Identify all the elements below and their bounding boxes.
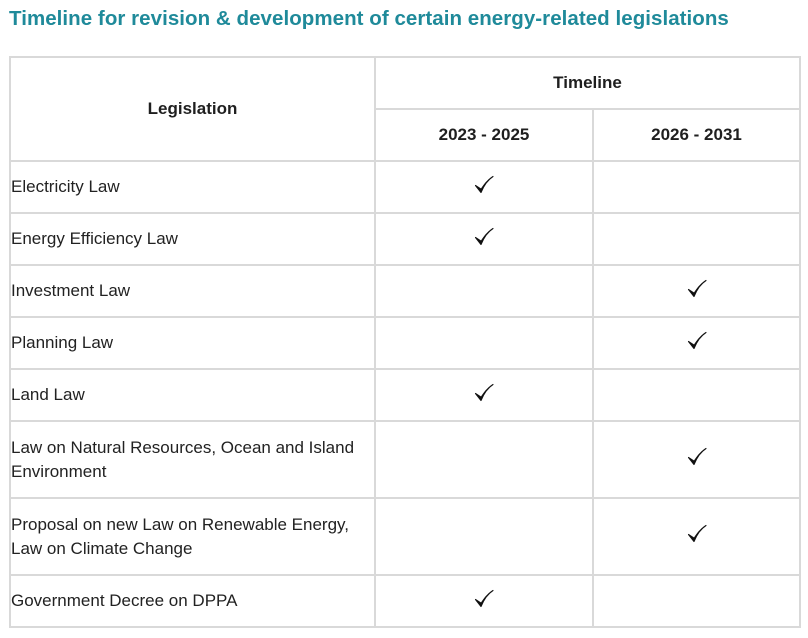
header-row-top: Legislation Timeline <box>9 56 801 162</box>
period-cell-2026-2031 <box>592 160 801 214</box>
legislation-timeline-table: Legislation Timeline 2023 - 2025 2026 - … <box>9 56 801 628</box>
period-cell-2023-2025 <box>374 497 594 576</box>
table-row: Investment Law <box>9 264 801 318</box>
checkmark-icon <box>686 330 708 352</box>
period-cell-2026-2031 <box>592 212 801 266</box>
timeline-header: Timeline <box>374 56 801 110</box>
checkmark-icon <box>686 523 708 545</box>
legislation-name: Electricity Law <box>9 160 376 214</box>
checkmark-icon <box>473 588 495 610</box>
period-cell-2026-2031 <box>592 574 801 628</box>
period-cell-2023-2025 <box>374 160 594 214</box>
period-cell-2026-2031 <box>592 420 801 499</box>
table-row: Electricity Law <box>9 160 801 214</box>
period-cell-2023-2025 <box>374 316 594 370</box>
table-row: Energy Efficiency Law <box>9 212 801 266</box>
period-cell-2026-2031 <box>592 264 801 318</box>
period-cell-2026-2031 <box>592 497 801 576</box>
legislation-name: Government Decree on DPPA <box>9 574 376 628</box>
checkmark-icon <box>686 278 708 300</box>
table-row: Land Law <box>9 368 801 422</box>
table-row: Proposal on new Law on Renewable Energy,… <box>9 497 801 576</box>
legislation-name: Energy Efficiency Law <box>9 212 376 266</box>
checkmark-icon <box>473 174 495 196</box>
period-header-2023-2025: 2023 - 2025 <box>374 108 594 162</box>
period-cell-2023-2025 <box>374 212 594 266</box>
legislation-name: Land Law <box>9 368 376 422</box>
table-row: Law on Natural Resources, Ocean and Isla… <box>9 420 801 499</box>
legislation-name: Planning Law <box>9 316 376 370</box>
table-row: Government Decree on DPPA <box>9 574 801 628</box>
period-cell-2023-2025 <box>374 368 594 422</box>
legislation-header: Legislation <box>9 56 376 162</box>
legislation-name: Investment Law <box>9 264 376 318</box>
checkmark-icon <box>473 382 495 404</box>
period-cell-2023-2025 <box>374 574 594 628</box>
period-cell-2023-2025 <box>374 420 594 499</box>
legislation-name: Proposal on new Law on Renewable Energy,… <box>9 497 376 576</box>
period-cell-2026-2031 <box>592 316 801 370</box>
period-header-2026-2031: 2026 - 2031 <box>592 108 801 162</box>
period-cell-2026-2031 <box>592 368 801 422</box>
page-title: Timeline for revision & development of c… <box>9 7 729 30</box>
checkmark-icon <box>473 226 495 248</box>
checkmark-icon <box>686 446 708 468</box>
legislation-name: Law on Natural Resources, Ocean and Isla… <box>9 420 376 499</box>
table-row: Planning Law <box>9 316 801 370</box>
period-cell-2023-2025 <box>374 264 594 318</box>
header-row-periods: 2023 - 2025 2026 - 2031 <box>10 108 801 162</box>
